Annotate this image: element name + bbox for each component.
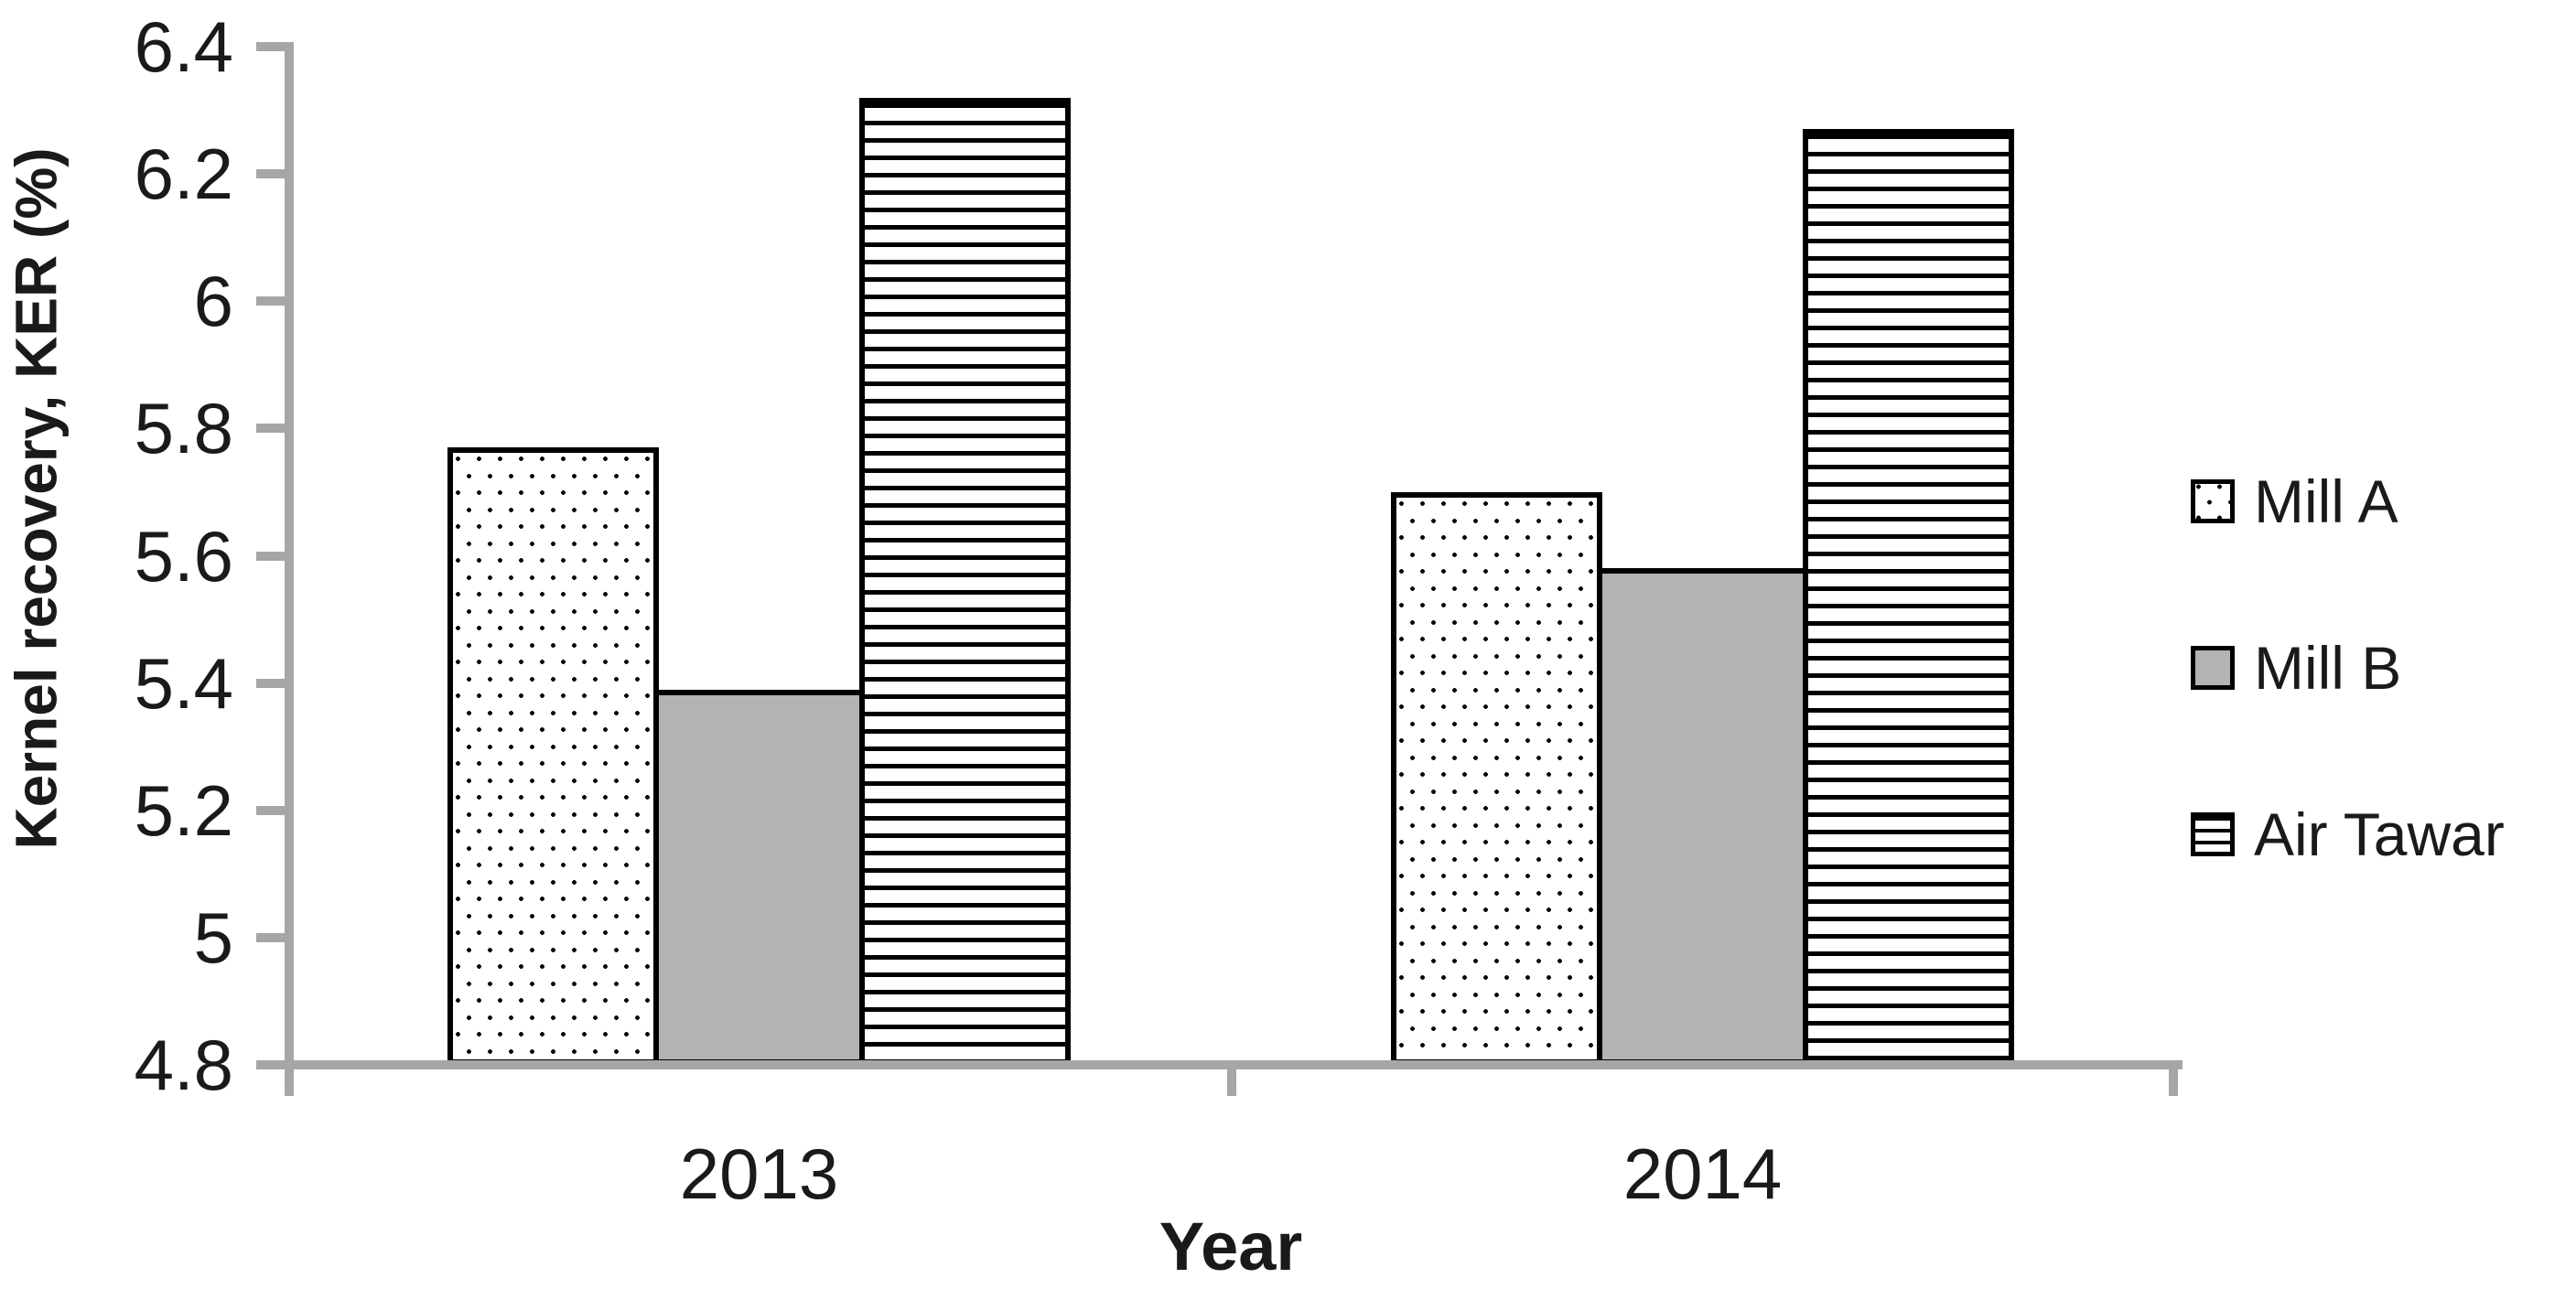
legend-entry-air-tawar: Air Tawar xyxy=(2191,800,2505,869)
bar-group-2014 xyxy=(1391,47,2014,1065)
x-axis-tick-label-2013: 2013 xyxy=(679,1133,839,1214)
bar-mill-b-2014 xyxy=(1597,568,1808,1065)
y-axis-title-text: Kernel recovery, KER (%) xyxy=(4,147,70,850)
y-axis-tick-label: 5.4 xyxy=(134,642,233,724)
legend-label: Mill B xyxy=(2254,634,2402,702)
bar-mill-a-2014 xyxy=(1391,492,1602,1065)
y-axis-tick-label: 5.2 xyxy=(134,769,233,851)
bar-group-2013 xyxy=(447,47,1071,1065)
bar-mill-a-2013 xyxy=(447,447,659,1065)
legend-swatch-dots-icon xyxy=(2191,479,2235,523)
legend-entry-mill-a: Mill A xyxy=(2191,467,2505,536)
bar-mill-b-2013 xyxy=(653,690,865,1065)
legend-label: Mill A xyxy=(2254,467,2398,535)
legend: Mill A Mill B Air Tawar xyxy=(2191,467,2505,869)
x-axis-title: Year xyxy=(1159,1208,1303,1284)
bar-air-tawar-2014 xyxy=(1803,129,2014,1065)
y-axis-tick-mark xyxy=(256,678,289,688)
y-axis-tick-label: 4.8 xyxy=(134,1025,233,1105)
y-axis-tick-mark xyxy=(256,296,289,306)
x-axis-tick-label-2014: 2014 xyxy=(1622,1133,1783,1214)
bar-air-tawar-2013 xyxy=(859,98,1071,1065)
x-axis-tick-mark xyxy=(1226,1065,1236,1096)
y-axis-tick-label: 5.6 xyxy=(134,515,233,596)
legend-label: Air Tawar xyxy=(2254,800,2505,868)
legend-swatch-solid-gray-icon xyxy=(2191,646,2235,690)
y-axis-tick-mark xyxy=(256,42,289,51)
y-axis-tick-label: 6.4 xyxy=(134,6,233,87)
y-axis-tick-mark xyxy=(256,169,289,179)
y-axis-tick-mark xyxy=(256,424,289,434)
y-axis-tick-label: 5.8 xyxy=(134,388,233,469)
x-axis-tick-mark xyxy=(285,1065,294,1096)
y-axis-tick-mark xyxy=(256,1060,289,1069)
y-axis-tick-label: 6 xyxy=(193,261,233,342)
legend-swatch-hlines-icon xyxy=(2191,812,2235,856)
y-axis-tick-label: 5 xyxy=(193,897,233,978)
y-axis-tick-mark xyxy=(256,805,289,815)
y-axis-line xyxy=(285,42,294,1074)
plot-area xyxy=(289,47,2173,1065)
y-axis-tick-mark xyxy=(256,551,289,561)
legend-entry-mill-b: Mill B xyxy=(2191,633,2505,703)
y-axis-tick-label: 6.2 xyxy=(134,134,233,215)
y-axis-tick-mark xyxy=(256,932,289,942)
x-axis-tick-mark xyxy=(2169,1065,2178,1096)
